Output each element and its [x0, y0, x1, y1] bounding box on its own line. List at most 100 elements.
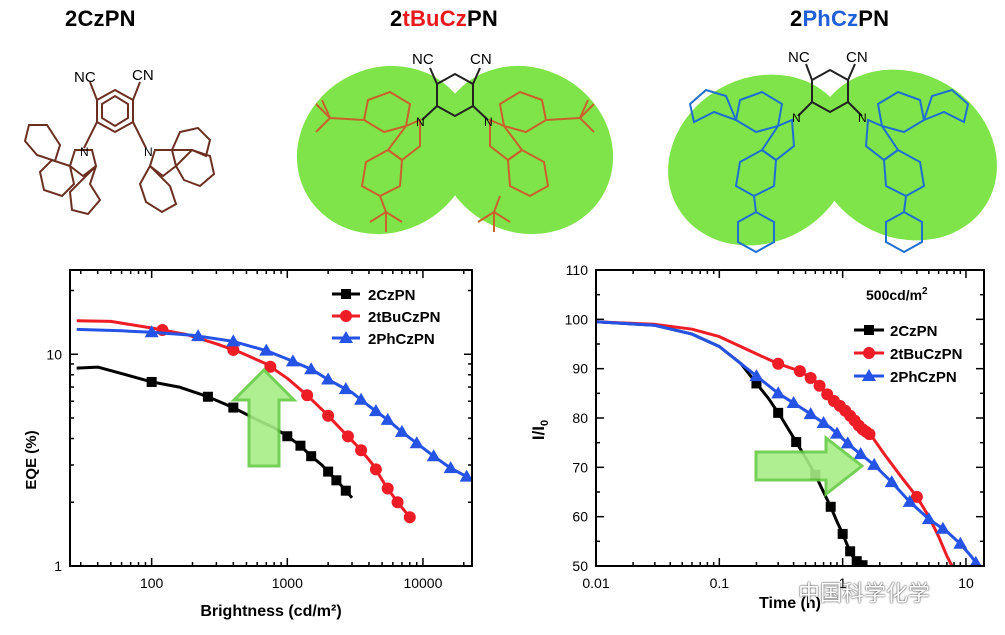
y-tick-label: 110 [566, 262, 589, 278]
eqe-chart: 100 1000 10000 1 10 EQE (%) Brightness (cd/m… [23, 269, 473, 620]
y-tick-label: 50 [572, 558, 588, 574]
y-tick-label: 1 [54, 558, 62, 574]
legend-label-2tbuczpn: 2tBuCzPN [368, 309, 441, 326]
data-point-2phczpn [426, 449, 441, 462]
n-label: N [416, 115, 425, 129]
data-point-2phczpn [935, 521, 950, 534]
data-point-2tbuczpn [381, 482, 394, 495]
data-point-2tbuczpn [403, 511, 416, 524]
legend-marker-2czpn [864, 325, 874, 335]
molecule-structures: NC CN N N NC CN N N [23, 49, 997, 254]
x-tick-label: 100 [140, 575, 164, 591]
y-tick-label: 80 [572, 410, 588, 426]
data-point-2czpn [228, 402, 239, 413]
data-point-2czpn [282, 431, 293, 442]
title-part: 2 [790, 6, 803, 31]
y-tick-label: 60 [572, 509, 588, 525]
data-point-2czpn [331, 475, 342, 486]
x-axis-label: Brightness (cd/m²) [200, 603, 341, 620]
data-point-2tbuczpn [804, 372, 817, 385]
data-point-2phczpn [394, 424, 409, 437]
data-point-2phczpn [443, 461, 458, 474]
data-point-2phczpn [368, 404, 383, 417]
x-tick-label: 0.1 [710, 575, 730, 591]
data-point-2czpn [773, 407, 784, 418]
x-tick-label: 0.01 [582, 575, 609, 591]
molecule-2phczpn [668, 63, 997, 254]
legend-label-2czpn: 2CzPN [890, 323, 938, 340]
data-point-2tbuczpn [322, 409, 335, 422]
data-point-2phczpn [144, 325, 159, 338]
title-part: 2 [65, 6, 78, 31]
data-point-2phczpn [816, 415, 831, 428]
data-point-2phczpn [409, 436, 424, 449]
data-point-2phczpn [884, 475, 899, 488]
data-point-2czpn [146, 376, 157, 387]
data-point-2czpn [323, 466, 334, 477]
data-point-2czpn [837, 528, 848, 539]
data-point-2czpn [306, 451, 317, 462]
data-point-2czpn [751, 378, 762, 389]
y-tick-label: 70 [572, 459, 588, 475]
plot-frame [595, 269, 985, 567]
right-arrow [754, 434, 865, 498]
data-point-2czpn [295, 440, 306, 451]
data-point-2tbuczpn [910, 490, 923, 503]
data-point-2phczpn [191, 329, 206, 342]
data-point-2phczpn [749, 369, 764, 382]
data-point-2phczpn [259, 343, 274, 356]
watermark: 中国科学化学 [798, 582, 931, 607]
cn-label-right: CN [132, 67, 154, 84]
legend-marker-2tbuczpn [340, 310, 352, 322]
n-label: N [144, 145, 153, 159]
cn-label-right: CN [470, 51, 492, 68]
legend-label-2phczpn: 2PhCzPN [890, 369, 957, 386]
cn-label-left: NC [74, 69, 96, 86]
cn-label-left: NC [412, 51, 434, 68]
title-part: PhCz [802, 6, 859, 31]
annotation-brightness: 500cd/m2 [866, 286, 928, 303]
legend-marker-2phczpn [862, 369, 876, 381]
molecule-title-2phczpn: 2PhCzPN [790, 6, 889, 32]
data-point-2phczpn [304, 362, 319, 375]
data-point-2czpn [340, 485, 351, 496]
data-point-2czpn [845, 546, 856, 557]
data-point-2phczpn [867, 457, 882, 470]
data-point-2phczpn [321, 372, 336, 385]
data-point-2tbuczpn [301, 389, 314, 402]
legend-label-2tbuczpn: 2tBuCzPN [890, 346, 963, 363]
n-label: N [80, 145, 89, 159]
data-point-2phczpn [953, 536, 968, 549]
title-part: PN [466, 6, 498, 31]
x-tick-label: 10000 [403, 575, 442, 591]
x-tick-label: 1 [839, 575, 847, 591]
molecule-title-2tbuczpn: 2tBuCzPN [390, 6, 498, 32]
n-label: N [484, 115, 493, 129]
data-point-2phczpn [853, 447, 868, 460]
series-line-2czpn [596, 320, 866, 566]
up-arrow [230, 367, 298, 468]
data-point-2tbuczpn [369, 463, 382, 476]
x-tick-label: 1000 [272, 575, 303, 591]
molecule-title-2czpn: 2CzPN [65, 6, 136, 32]
cn-label-right: CN [846, 49, 868, 66]
data-point-2phczpn [380, 412, 395, 425]
data-point-2phczpn [830, 426, 845, 439]
series-line-2czpn [76, 365, 354, 499]
legend: 2CzPN 2tBuCzPN 2PhCzPN [854, 323, 963, 386]
legend-marker-2tbuczpn [863, 347, 875, 359]
data-point-2phczpn [840, 436, 855, 449]
data-point-2phczpn [226, 334, 241, 347]
data-point-2phczpn [459, 469, 472, 482]
data-point-2czpn [857, 560, 868, 566]
data-point-2phczpn [786, 396, 801, 409]
data-point-2tbuczpn [355, 444, 368, 457]
molecule-2czpn [23, 81, 216, 216]
data-point-2czpn [791, 437, 802, 448]
data-point-2tbuczpn [813, 379, 826, 392]
data-point-2tbuczpn [227, 343, 240, 356]
legend-label-2phczpn: 2PhCzPN [368, 331, 435, 348]
data-point-2phczpn [902, 494, 917, 507]
n-label: N [792, 111, 801, 125]
